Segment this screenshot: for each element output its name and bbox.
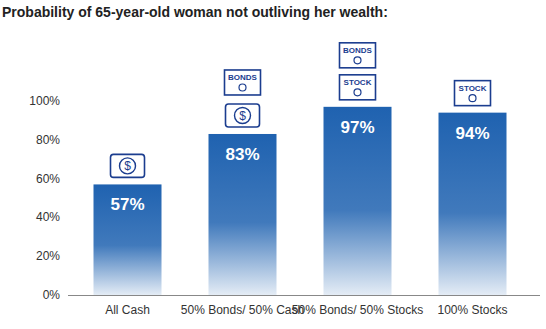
icon-label: STOCK (459, 84, 487, 93)
icon-circle (239, 84, 246, 91)
icon: $ (226, 104, 260, 127)
chart-svg: Probability of 65-year-old woman not out… (0, 0, 546, 329)
bar (94, 184, 162, 295)
x-tick-label: 50% Bonds/ 50% Cash (181, 303, 304, 317)
data-label: 83% (225, 145, 259, 164)
data-label: 94% (455, 124, 489, 143)
bars (94, 107, 507, 295)
icon: STOCK (340, 75, 376, 100)
y-tick-label: 0% (43, 288, 61, 302)
icon-frame (226, 104, 260, 127)
icon-frame (340, 75, 376, 100)
y-tick-label: 20% (36, 249, 60, 263)
baseline (68, 295, 540, 296)
icon: $ (111, 154, 145, 177)
chart-container: Probability of 65-year-old woman not out… (0, 0, 546, 329)
data-label: 57% (110, 195, 144, 214)
icon-frame (225, 70, 261, 95)
data-label: 97% (340, 118, 374, 137)
icon-frame (455, 81, 491, 106)
icon-circle (354, 89, 361, 96)
icon-label: $ (239, 109, 246, 123)
icon-label: $ (124, 159, 131, 173)
y-tick-label: 80% (36, 133, 60, 147)
icon: BONDS (225, 70, 261, 95)
icon-circle (469, 95, 476, 102)
x-tick-label: All Cash (105, 303, 150, 317)
y-tick-label: 40% (36, 210, 60, 224)
bar (209, 134, 277, 295)
icon-label: BONDS (228, 73, 258, 82)
icon-circle (235, 107, 251, 123)
x-tick-label: 100% Stocks (437, 303, 507, 317)
y-tick-label: 60% (36, 172, 60, 186)
icon-circle (354, 57, 361, 64)
icon: STOCK (455, 81, 491, 106)
icon-label: STOCK (344, 78, 372, 87)
bar (439, 113, 507, 295)
y-tick-label: 100% (29, 94, 60, 108)
icon-circle (120, 158, 136, 174)
icon-frame (111, 154, 145, 177)
chart-title: Probability of 65-year-old woman not out… (2, 4, 388, 20)
icon-label: BONDS (343, 46, 373, 55)
x-tick-label: 50% Bonds/ 50% Stocks (292, 303, 423, 317)
icon: BONDS (340, 43, 376, 68)
bar (324, 107, 392, 295)
icon-frame (340, 43, 376, 68)
